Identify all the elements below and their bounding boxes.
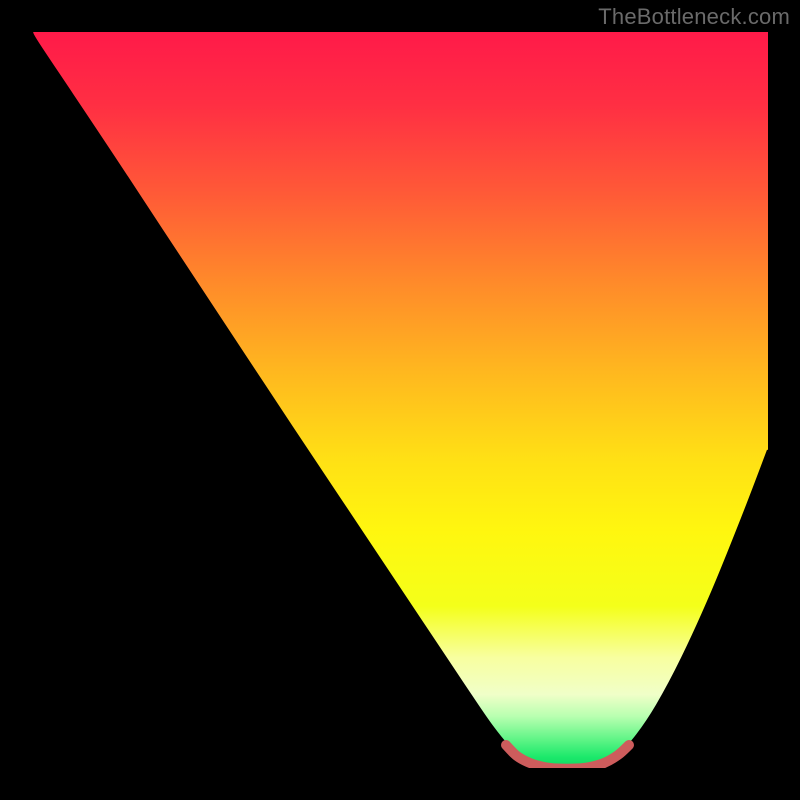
watermark-text: TheBottleneck.com [598,4,790,30]
gradient-background [32,32,768,768]
bottleneck-chart [32,32,768,768]
